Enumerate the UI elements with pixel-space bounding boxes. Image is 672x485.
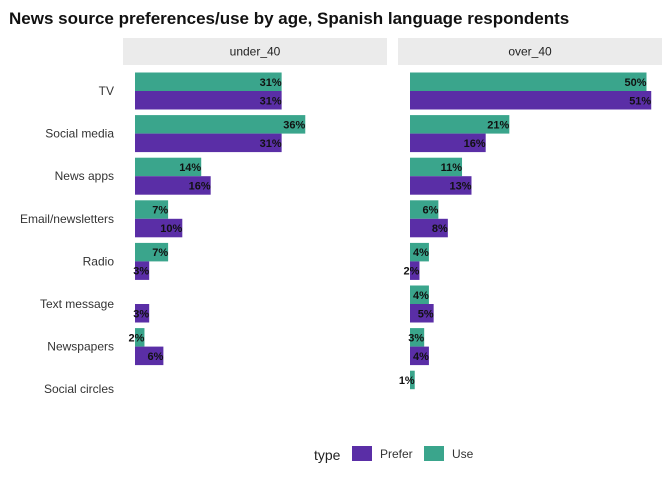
data-label: 16% xyxy=(189,180,211,192)
data-label: 50% xyxy=(624,77,646,89)
data-label: 6% xyxy=(147,351,163,363)
data-label: 13% xyxy=(449,180,471,192)
data-label: 16% xyxy=(464,138,486,150)
category-label: TV xyxy=(99,84,114,98)
bar-use xyxy=(135,157,202,177)
data-label: 3% xyxy=(408,332,424,344)
bar-use xyxy=(135,328,145,347)
category-label: Radio xyxy=(83,254,115,268)
bar-prefer xyxy=(410,261,420,280)
bar-use xyxy=(410,285,429,304)
bar-prefer xyxy=(135,133,282,153)
data-label: 3% xyxy=(133,266,149,278)
facet-strip xyxy=(123,38,387,65)
bar-use xyxy=(135,200,169,219)
bar-prefer xyxy=(135,261,150,280)
bar-prefer xyxy=(410,218,448,238)
data-label: 1% xyxy=(399,375,415,387)
data-label: 51% xyxy=(629,95,651,107)
bar-use xyxy=(410,242,429,262)
data-label: 4% xyxy=(413,351,429,363)
bar-use xyxy=(410,115,510,134)
data-label: 7% xyxy=(152,247,168,259)
bar-use xyxy=(410,157,463,177)
legend: type Prefer Use xyxy=(314,446,474,463)
data-label: 2% xyxy=(129,332,145,344)
legend-swatch-prefer xyxy=(352,446,372,461)
category-label: Social media xyxy=(45,127,114,141)
bar-use xyxy=(135,242,169,262)
data-label: 4% xyxy=(413,290,429,302)
chart-title: News source preferences/use by age, Span… xyxy=(9,9,569,28)
category-label: Email/newsletters xyxy=(20,212,114,226)
facet-strip-label: under_40 xyxy=(230,45,281,59)
bar-use xyxy=(135,115,306,134)
legend-items: Prefer Use xyxy=(352,446,474,461)
category-label: Newspapers xyxy=(47,340,114,354)
data-label: 6% xyxy=(422,205,438,217)
bar-use xyxy=(410,72,647,91)
bar-use xyxy=(135,72,282,91)
data-label: 31% xyxy=(260,77,282,89)
data-label: 36% xyxy=(283,119,305,131)
bar-prefer xyxy=(410,176,472,195)
bar-prefer xyxy=(135,346,164,366)
data-label: 4% xyxy=(413,247,429,259)
data-label: 10% xyxy=(160,223,182,235)
category-labels: TV Social media News apps Email/newsletters… xyxy=(20,84,114,396)
legend-label-use: Use xyxy=(452,447,474,461)
legend-title: type xyxy=(314,447,341,463)
data-label: 31% xyxy=(260,95,282,107)
bar-prefer xyxy=(410,346,429,366)
panel-over_40: over_4050%51%21%16%11%13%6%8%4%2%4%5%3%4… xyxy=(398,38,662,390)
category-label: Text message xyxy=(40,297,114,311)
data-label: 21% xyxy=(487,119,509,131)
category-label: Social circles xyxy=(44,382,114,396)
facet-strip xyxy=(398,38,662,65)
data-label: 7% xyxy=(152,205,168,217)
bar-use xyxy=(410,200,439,219)
bar-prefer xyxy=(135,91,282,110)
panels: under_4031%31%36%31%14%16%7%10%7%3%3%2%6… xyxy=(123,38,662,390)
data-label: 14% xyxy=(179,162,201,174)
bar-use xyxy=(410,370,415,390)
bar-use xyxy=(410,328,425,347)
data-label: 11% xyxy=(441,162,463,174)
data-label: 8% xyxy=(432,223,448,235)
panel-under_40: under_4031%31%36%31%14%16%7%10%7%3%3%2%6… xyxy=(123,38,387,366)
data-label: 3% xyxy=(133,308,149,320)
data-label: 5% xyxy=(418,308,434,320)
bar-prefer xyxy=(135,176,211,195)
bar-prefer xyxy=(410,133,486,153)
bar-prefer xyxy=(135,304,150,323)
bar-prefer xyxy=(135,218,183,238)
category-label: News apps xyxy=(55,169,114,183)
bar-prefer xyxy=(410,91,652,110)
facet-strip-label: over_40 xyxy=(508,45,552,59)
legend-swatch-use xyxy=(424,446,444,461)
data-label: 2% xyxy=(404,266,420,278)
bar-prefer xyxy=(410,304,434,323)
legend-label-prefer: Prefer xyxy=(380,447,413,461)
data-label: 31% xyxy=(260,138,282,150)
